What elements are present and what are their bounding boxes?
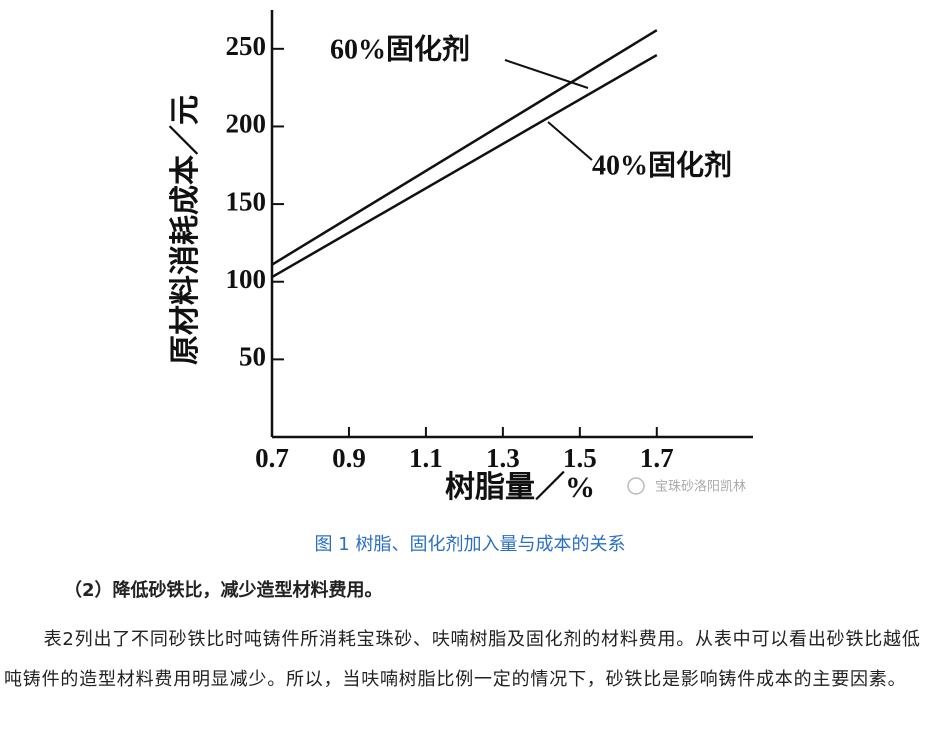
series-line xyxy=(271,53,658,279)
y-tick-label: 100 xyxy=(226,264,267,294)
x-tick-label: 1.3 xyxy=(486,443,520,473)
leader-line xyxy=(547,121,593,161)
series-label: 40%固化剂 xyxy=(592,149,732,181)
series-label: 60%固化剂 xyxy=(330,33,470,65)
paragraph: 表2列出了不同砂铁比时吨铸件所消耗宝珠砂、呋喃树脂及固化剂的材料费用。从表中可以… xyxy=(4,629,921,690)
watermark-text: 宝珠砂洛阳凯林 xyxy=(655,480,746,495)
leader-line xyxy=(504,59,589,89)
x-axis-label: 树脂量／% xyxy=(445,471,595,504)
y-axis-label: 原材料消耗成本／元 xyxy=(169,95,202,365)
chart: 原材料消耗成本／元 树脂量／% 宝珠砂洛阳凯林 50 100 150 200 250 0.… xyxy=(169,10,753,504)
watermark: 宝珠砂洛阳凯林 xyxy=(627,477,746,495)
y-tick-label: 200 xyxy=(226,109,267,139)
x-tick-label: 0.9 xyxy=(332,443,366,473)
y-tick-label: 150 xyxy=(226,186,267,216)
x-tick-label: 1.5 xyxy=(563,443,597,473)
section-heading: （2）降低砂铁比，减少造型材料费用。 xyxy=(64,580,383,601)
figure-caption: 图 1 树脂、固化剂加入量与成本的关系 xyxy=(314,534,626,555)
x-tick-label: 0.7 xyxy=(255,443,289,473)
x-tick-label: 1.7 xyxy=(640,443,674,473)
watermark-icon xyxy=(627,477,645,495)
series-line xyxy=(271,29,658,266)
y-tick-label: 50 xyxy=(239,342,266,372)
y-tick-label: 250 xyxy=(226,31,267,61)
x-tick-label: 1.1 xyxy=(409,443,443,473)
